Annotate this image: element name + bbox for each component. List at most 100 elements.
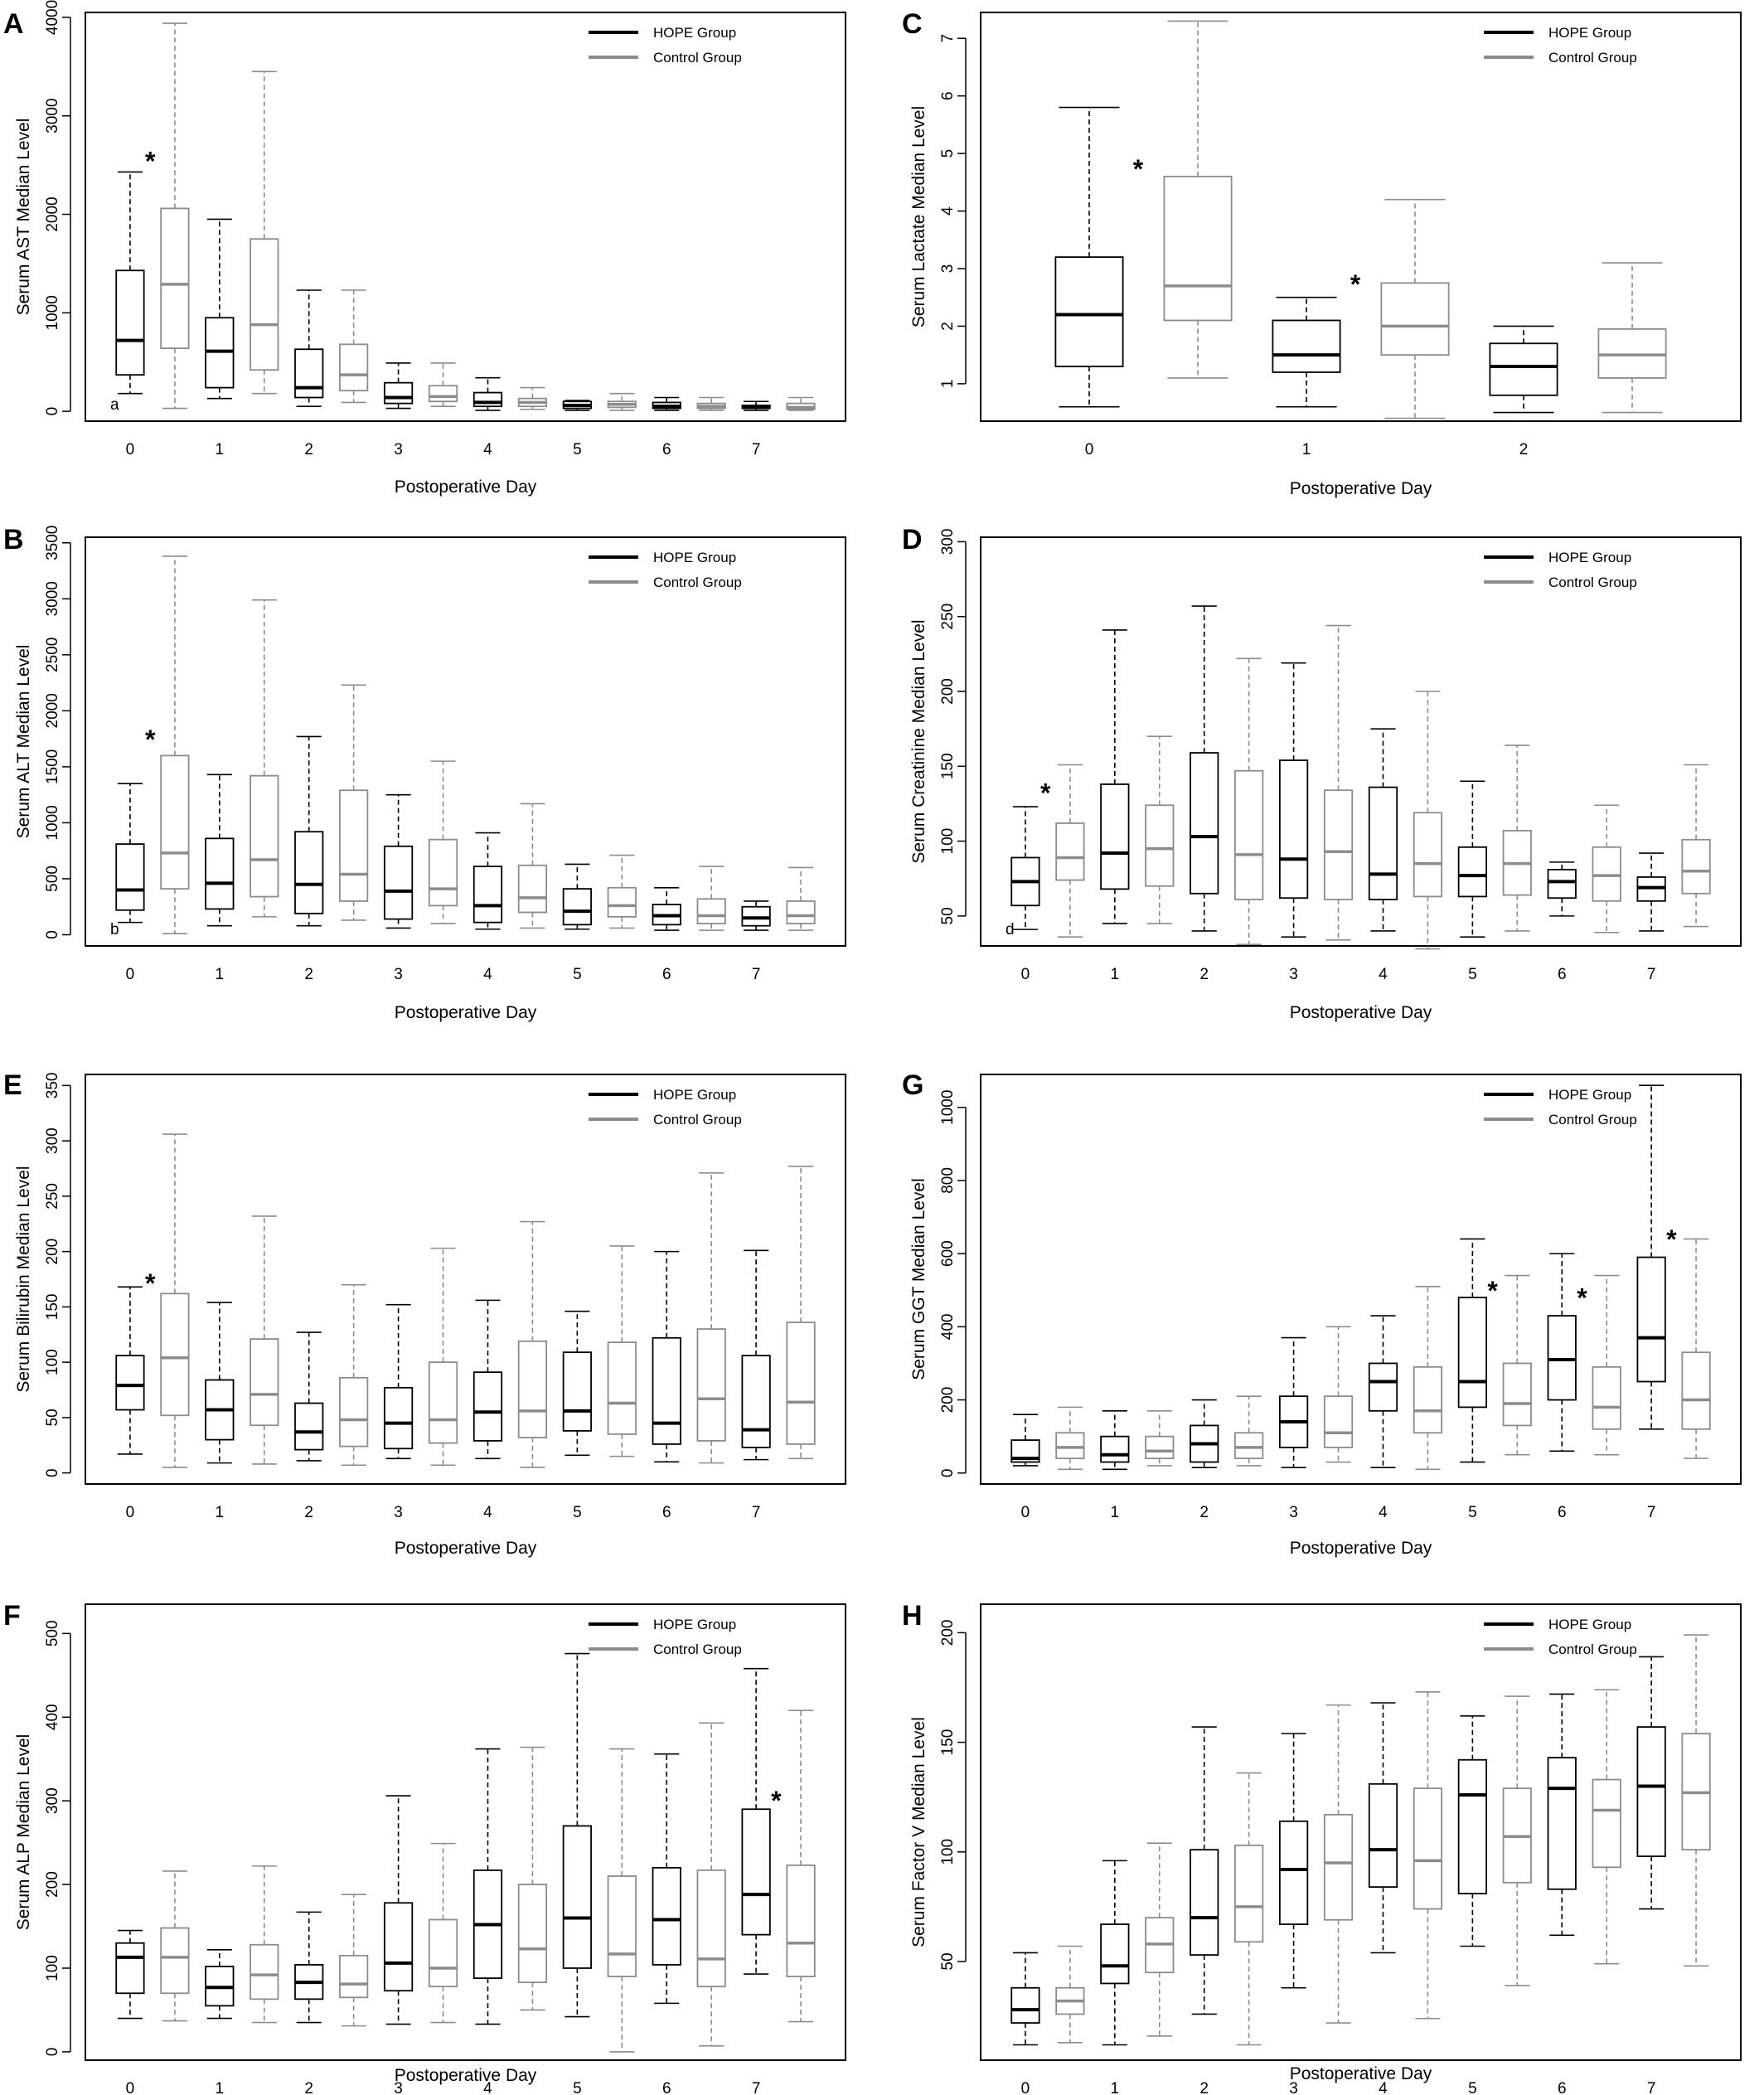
x-tick-label: 4 xyxy=(483,2080,492,2095)
box-control-day-4 xyxy=(1413,691,1443,950)
y-axis-title: Serum Lactate Median Level xyxy=(909,106,928,327)
y-tick-label: 0 xyxy=(44,930,61,939)
iqr-box xyxy=(1272,319,1341,373)
iqr-box xyxy=(472,391,503,408)
x-axis-title: Postoperative Day xyxy=(395,478,537,497)
box-control-day-6 xyxy=(696,1172,726,1464)
box-control-day-1 xyxy=(1145,1409,1175,1467)
y-axis-title: Serum ALP Median Level xyxy=(14,1734,33,1931)
box-control-day-0 xyxy=(160,1870,190,2022)
box-control-day-2 xyxy=(1234,1772,1264,2046)
iqr-box xyxy=(115,1355,145,1411)
box-control-day-6 xyxy=(696,396,726,411)
x-tick-label: 4 xyxy=(1379,2080,1388,2095)
plot-frame xyxy=(980,536,1742,947)
y-tick-label: 400 xyxy=(939,1313,957,1340)
box-control-day-2 xyxy=(339,289,369,404)
iqr-box xyxy=(428,385,458,403)
box-control-day-3 xyxy=(428,760,458,924)
iqr-box xyxy=(517,864,548,914)
box-control-day-3 xyxy=(428,1842,458,2024)
legend-label-control: Control Group xyxy=(1548,1642,1637,1657)
iqr-box xyxy=(1547,1757,1577,1890)
y-tick-label: 150 xyxy=(939,1729,957,1756)
x-tick-label: 1 xyxy=(216,2080,225,2095)
x-tick-label: 0 xyxy=(1021,1504,1030,1521)
box-control-day-7 xyxy=(1681,764,1711,928)
box-hope-day-0 xyxy=(115,783,145,924)
panel-letter: A xyxy=(3,8,24,40)
x-tick-label: 7 xyxy=(1647,966,1656,983)
significance-star: * xyxy=(1487,1276,1498,1306)
chart-panel-g: G 0 200 400 600 800 1000 Serum GGT Median Level… xyxy=(902,1069,1742,1558)
box-control-day-7 xyxy=(786,1709,816,2023)
y-tick-label: 300 xyxy=(939,529,957,555)
box-control-day-0 xyxy=(160,22,190,410)
iqr-box xyxy=(562,1351,592,1432)
x-tick-label: 1 xyxy=(1111,2080,1120,2095)
y-tick-label: 250 xyxy=(44,1183,61,1210)
box-hope-day-1 xyxy=(205,218,235,400)
iqr-box xyxy=(1413,1787,1443,1910)
box-control-day-2 xyxy=(1597,262,1667,414)
legend-label-hope: HOPE Group xyxy=(1548,1617,1631,1632)
iqr-box xyxy=(1323,1813,1354,1921)
box-hope-day-6 xyxy=(1547,861,1577,917)
box-hope-day-0 xyxy=(115,1929,145,2020)
iqr-box xyxy=(1145,804,1175,887)
iqr-box xyxy=(786,1864,816,1977)
iqr-box xyxy=(339,343,369,392)
x-tick-label: 5 xyxy=(573,966,582,983)
x-axis-title: Postoperative Day xyxy=(1290,479,1432,498)
x-tick-label: 6 xyxy=(1558,1504,1567,1521)
box-control-day-7 xyxy=(1681,1238,1711,1459)
y-tick-label: 4 xyxy=(939,206,957,216)
box-hope-day-7 xyxy=(1636,1656,1666,1910)
box-control-day-6 xyxy=(1592,1689,1621,1965)
iqr-box xyxy=(1681,838,1711,895)
iqr-box xyxy=(1457,846,1487,898)
x-axis-title: Postoperative Day xyxy=(1290,1003,1432,1022)
y-axis-title: Serum Bilirubin Median Level xyxy=(14,1166,33,1392)
x-tick-label: 2 xyxy=(304,441,313,458)
legend-label-hope: HOPE Group xyxy=(1548,550,1631,565)
x-axis-title: Postoperative Day xyxy=(1290,2064,1432,2083)
box-control-day-2 xyxy=(1234,1395,1264,1467)
x-tick-label: 4 xyxy=(483,441,492,458)
y-tick-label: 300 xyxy=(44,1787,61,1814)
box-hope-day-7 xyxy=(741,1667,771,1975)
iqr-box xyxy=(517,1884,548,1984)
box-control-day-2 xyxy=(339,1894,369,2027)
y-tick-label: 100 xyxy=(939,828,957,855)
box-hope-day-3 xyxy=(1278,1336,1309,1468)
iqr-box xyxy=(205,837,235,910)
y-tick-label: 150 xyxy=(939,753,957,779)
box-hope-day-7 xyxy=(1636,1084,1666,1430)
legend-label-hope: HOPE Group xyxy=(653,1087,736,1103)
box-control-day-5 xyxy=(1502,1695,1532,1986)
x-tick-label: 4 xyxy=(483,1504,492,1521)
x-tick-label: 7 xyxy=(1647,1504,1656,1521)
y-axis-title: Serum Creatinine Median Level xyxy=(909,619,928,863)
y-tick-label: 500 xyxy=(44,866,61,892)
y-tick-label: 2500 xyxy=(44,638,61,672)
x-tick-label: 3 xyxy=(394,966,403,983)
x-tick-label: 5 xyxy=(573,441,582,458)
iqr-box xyxy=(1054,256,1124,367)
x-tick-label: 1 xyxy=(1111,1504,1120,1521)
iqr-box xyxy=(1368,1782,1398,1889)
x-tick-label: 0 xyxy=(126,966,135,983)
box-hope-day-6 xyxy=(652,1753,681,2005)
y-tick-label: 350 xyxy=(44,1072,61,1098)
box-hope-day-4 xyxy=(472,832,503,930)
iqr-box xyxy=(1100,1435,1130,1463)
box-control-day-1 xyxy=(250,1215,279,1465)
box-hope-day-0 xyxy=(1010,1414,1040,1467)
panel-letter: C xyxy=(902,8,923,40)
box-hope-day-2 xyxy=(1190,1726,1219,2015)
iqr-box xyxy=(1234,1844,1264,1943)
box-hope-day-5 xyxy=(1457,1715,1487,1947)
box-control-day-3 xyxy=(428,1247,458,1467)
iqr-box xyxy=(696,1328,726,1442)
